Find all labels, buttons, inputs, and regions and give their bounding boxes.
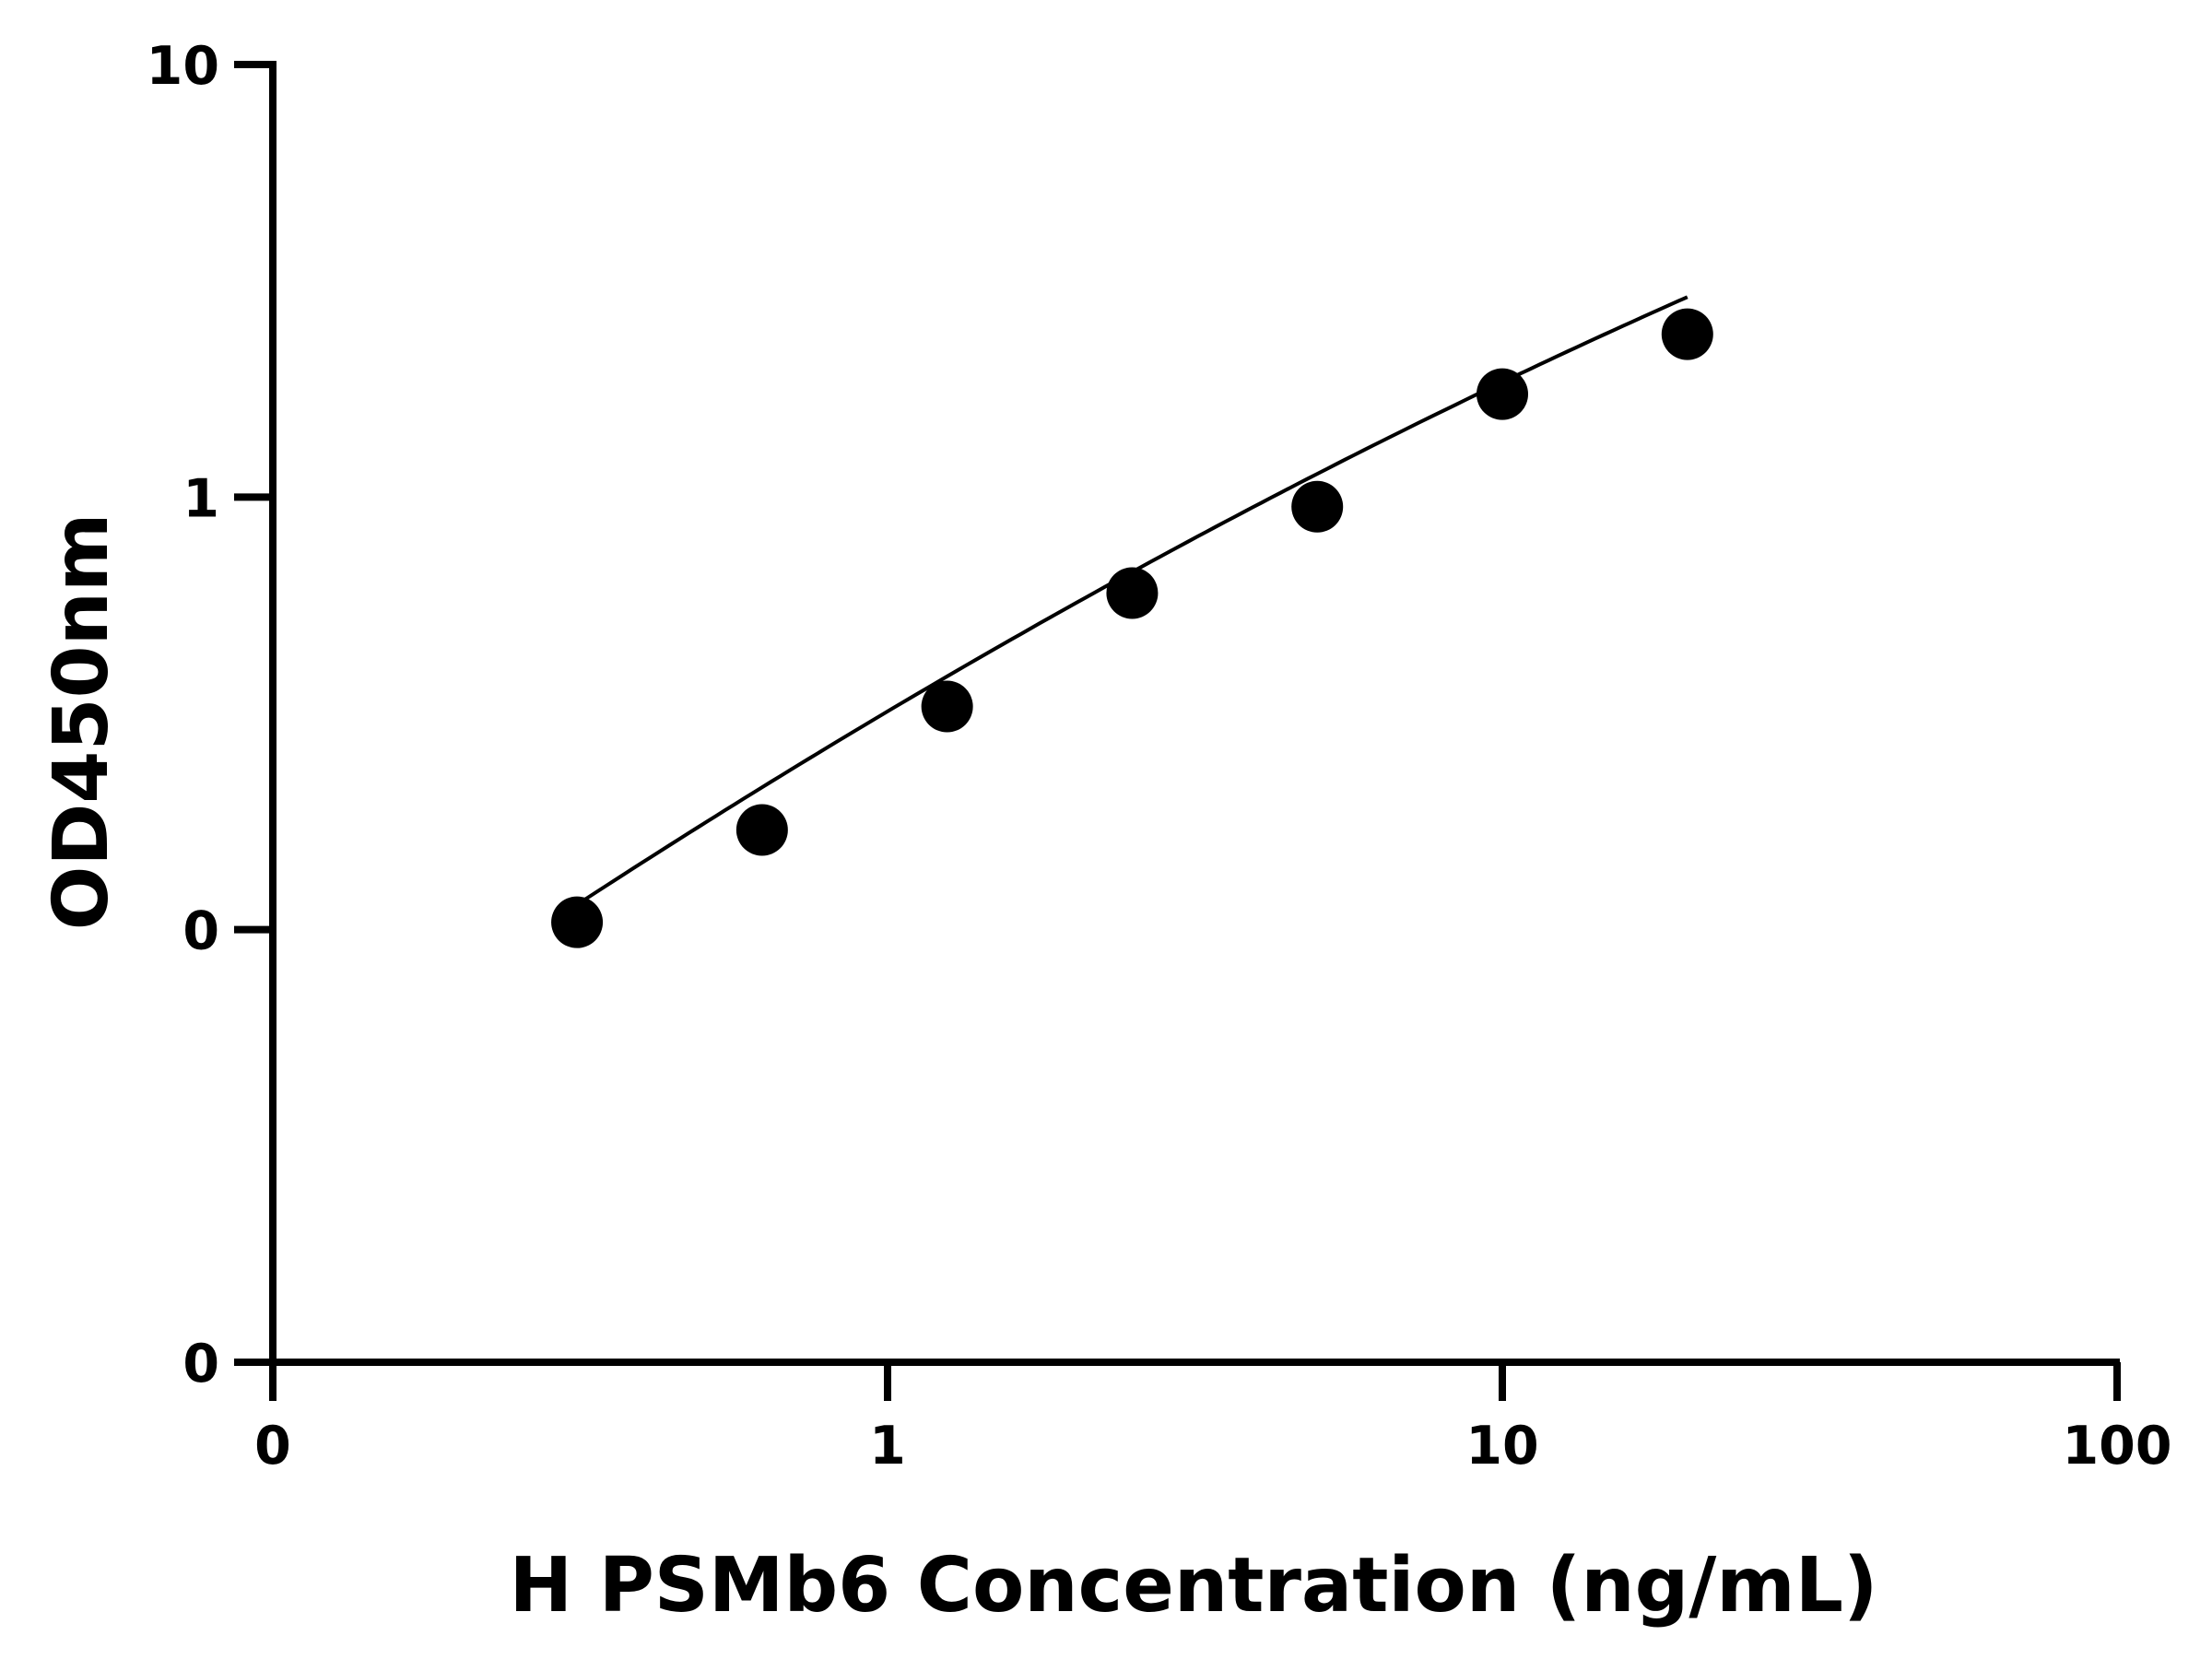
y-ticks: 0 0 1 10 (147, 36, 273, 1394)
y-tick-label: 0 (182, 1334, 219, 1394)
data-point (1477, 368, 1528, 420)
y-tick-label: 1 (182, 468, 219, 529)
x-tick-label: 100 (2063, 1416, 2172, 1477)
x-tick-label: 1 (869, 1416, 906, 1477)
data-point (1291, 480, 1344, 533)
data-point (551, 896, 604, 948)
x-axis-title: H PSMb6 Concentration (ng/mL) (510, 1542, 1878, 1630)
axes (269, 61, 2120, 1366)
x-tick-label: 0 (254, 1416, 291, 1477)
data-point (921, 680, 973, 733)
plot-area (551, 295, 1713, 948)
data-point (735, 804, 788, 856)
data-point (1661, 308, 1713, 360)
y-axis-title: OD450nm (38, 513, 125, 931)
x-tick-label: 10 (1465, 1416, 1538, 1477)
data-point (1106, 567, 1159, 619)
x-ticks: 0 1 10 100 (254, 1362, 2171, 1477)
y-tick-label: 0 (182, 901, 219, 962)
y-tick-label: 10 (147, 36, 219, 97)
